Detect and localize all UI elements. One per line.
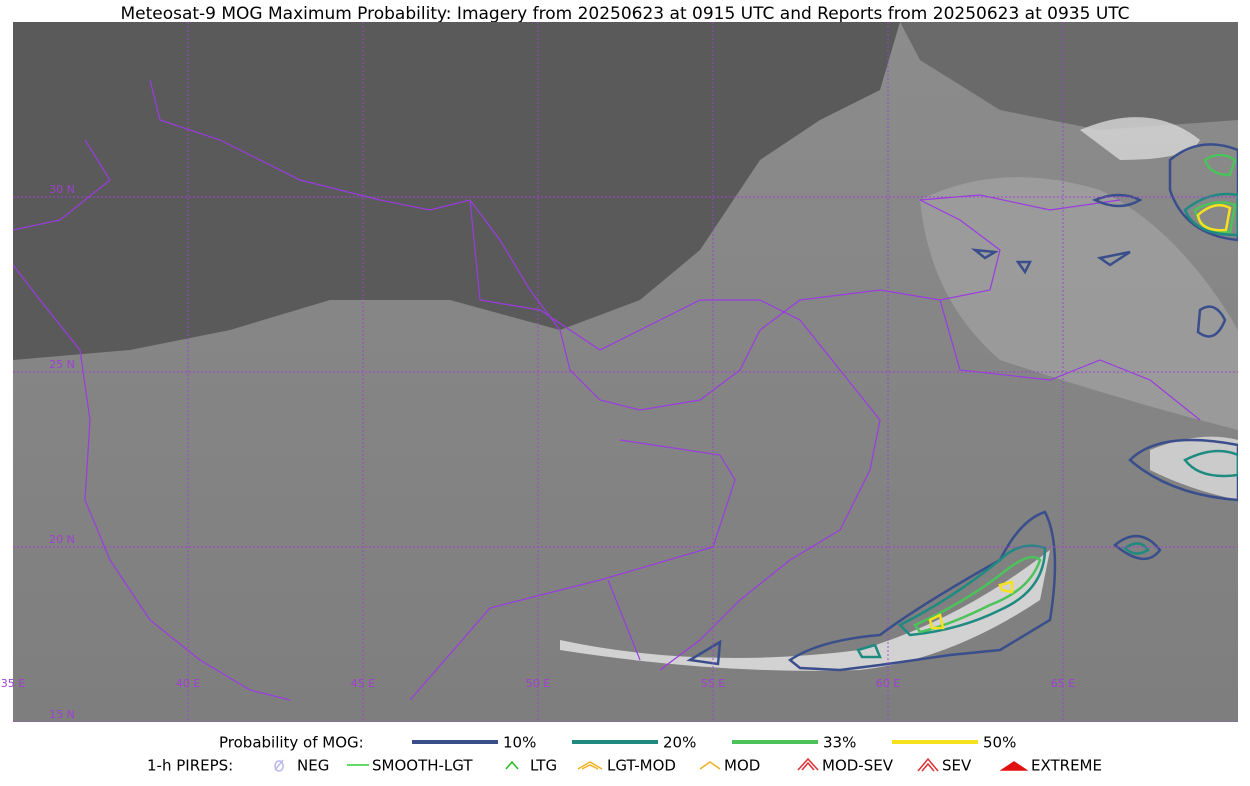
lat-label: 25 N bbox=[49, 358, 75, 371]
legend-label: 33% bbox=[823, 734, 856, 752]
cloud bbox=[560, 550, 1050, 671]
lat-label: 30 N bbox=[49, 183, 75, 196]
legend: Probability of MOG: 10% 20% 33% 50% 1-h PIREP… bbox=[147, 734, 1102, 775]
title: Meteosat-9 MOG Maximum Probability: Imag… bbox=[120, 4, 1129, 24]
dry-region bbox=[13, 22, 900, 360]
pirep-symbol bbox=[699, 761, 721, 770]
lon-label: 45 E bbox=[351, 677, 375, 690]
map: 30 N 25 N 20 N 15 N 35 E 40 E 45 E 50 E 55 E 60 E… bbox=[1, 22, 1238, 722]
lon-label: 40 E bbox=[176, 677, 200, 690]
pirep-symbol bbox=[274, 759, 284, 772]
lon-label: 60 E bbox=[876, 677, 900, 690]
lon-label: 65 E bbox=[1051, 677, 1075, 690]
lat-label: 20 N bbox=[49, 533, 75, 546]
legend-label: LTG bbox=[530, 757, 557, 775]
lon-label: 35 E bbox=[1, 677, 25, 690]
legend-label: 20% bbox=[663, 734, 696, 752]
pirep-symbol bbox=[577, 761, 603, 770]
pirep-symbol bbox=[999, 761, 1029, 771]
legend-label: EXTREME bbox=[1031, 757, 1102, 775]
cloud bbox=[920, 177, 1238, 430]
cloud bbox=[1080, 117, 1200, 160]
pirep-symbol bbox=[917, 757, 939, 772]
legend-label: SMOOTH-LGT bbox=[372, 757, 473, 775]
legend-label: LGT-MOD bbox=[607, 757, 676, 775]
graticule bbox=[13, 22, 1238, 722]
legend-label: SEV bbox=[942, 757, 972, 775]
legend-label: 50% bbox=[983, 734, 1016, 752]
legend-label: MOD-SEV bbox=[822, 757, 894, 775]
legend-title: Probability of MOG: bbox=[219, 734, 364, 752]
lon-label: 55 E bbox=[701, 677, 725, 690]
lat-label: 15 N bbox=[49, 708, 75, 721]
contours bbox=[686, 143, 1238, 672]
graticule-labels: 30 N 25 N 20 N 15 N 35 E 40 E 45 E 50 E 55 E 60 E… bbox=[1, 183, 1075, 721]
legend-label: NEG bbox=[297, 757, 329, 775]
legend-label: MOD bbox=[724, 757, 760, 775]
pirep-symbol bbox=[505, 760, 519, 770]
pirep-symbol bbox=[797, 757, 819, 771]
dry-region bbox=[900, 22, 1238, 130]
legend-label: 10% bbox=[503, 734, 536, 752]
legend-title: 1-h PIREPS: bbox=[147, 757, 233, 775]
lon-label: 50 E bbox=[526, 677, 550, 690]
